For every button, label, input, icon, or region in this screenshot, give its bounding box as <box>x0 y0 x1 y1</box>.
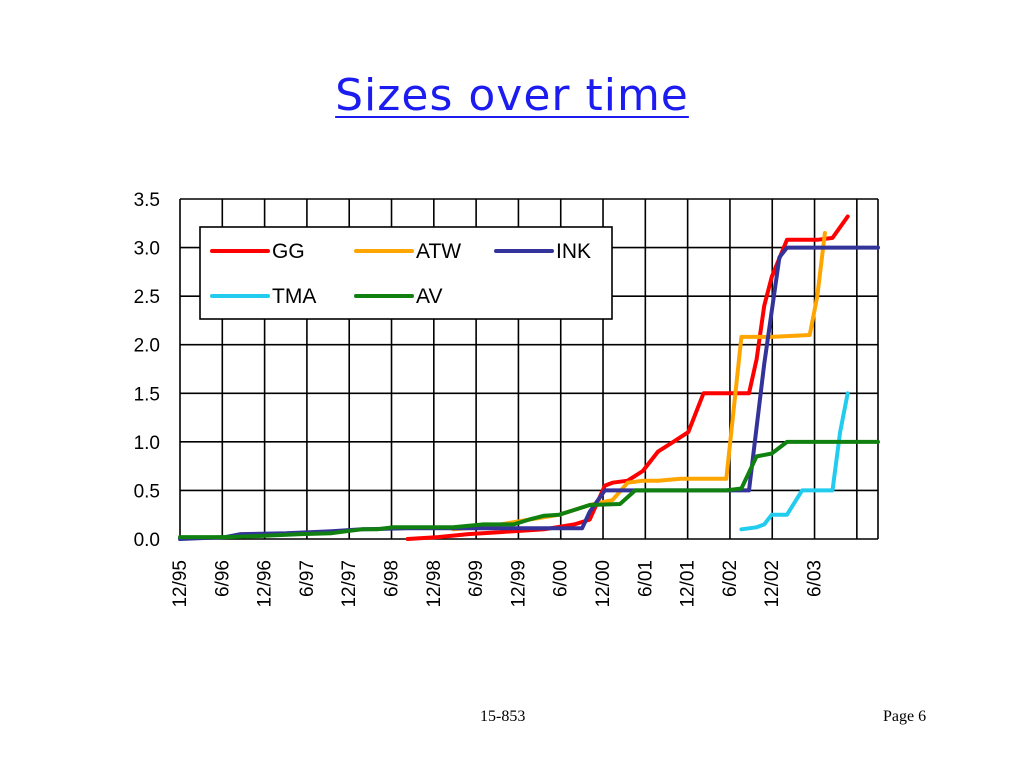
series-line-av <box>178 439 880 540</box>
legend-box <box>199 226 613 320</box>
legend-label-ink: INK <box>556 240 591 263</box>
x-tick-label: 6/99 <box>466 560 487 597</box>
y-tick-label: 3.0 <box>134 239 160 260</box>
legend-label-av: AV <box>416 285 442 308</box>
legend-label-tma: TMA <box>272 285 316 308</box>
y-tick-label: 3.5 <box>134 190 160 211</box>
x-tick-label: 6/96 <box>212 560 233 597</box>
footer-course-number: 15-853 <box>480 708 526 725</box>
x-tick-label: 6/02 <box>720 560 741 597</box>
x-tick-label: 6/98 <box>382 560 403 597</box>
y-tick-label: 2.5 <box>134 287 160 308</box>
slide-title: Sizes over time <box>0 70 1024 121</box>
x-tick-label: 12/02 <box>762 560 783 608</box>
x-tick-label: 12/99 <box>508 560 529 608</box>
x-tick-label: 12/97 <box>339 560 360 608</box>
x-tick-label: 6/03 <box>805 560 826 597</box>
x-tick-label: 12/96 <box>255 560 276 608</box>
x-tick-label: 6/97 <box>297 560 318 597</box>
legend-label-atw: ATW <box>416 240 461 263</box>
y-tick-label: 0.0 <box>134 530 160 551</box>
footer-page-number: Page 6 <box>883 708 927 725</box>
x-tick-label: 12/95 <box>170 560 191 608</box>
x-tick-label: 12/00 <box>593 560 614 608</box>
legend-label-gg: GG <box>272 240 305 263</box>
y-tick-label: 0.5 <box>134 481 160 502</box>
y-tick-label: 2.0 <box>134 336 160 357</box>
x-tick-label: 6/00 <box>551 560 572 597</box>
slide-title-text: Sizes over time <box>335 70 689 121</box>
x-tick-label: 12/98 <box>424 560 445 608</box>
x-tick-label: 12/01 <box>678 560 699 608</box>
x-tick-label: 6/01 <box>635 560 656 597</box>
y-tick-label: 1.0 <box>134 433 160 454</box>
series-line-tma <box>739 391 850 532</box>
y-tick-label: 1.5 <box>134 384 160 405</box>
